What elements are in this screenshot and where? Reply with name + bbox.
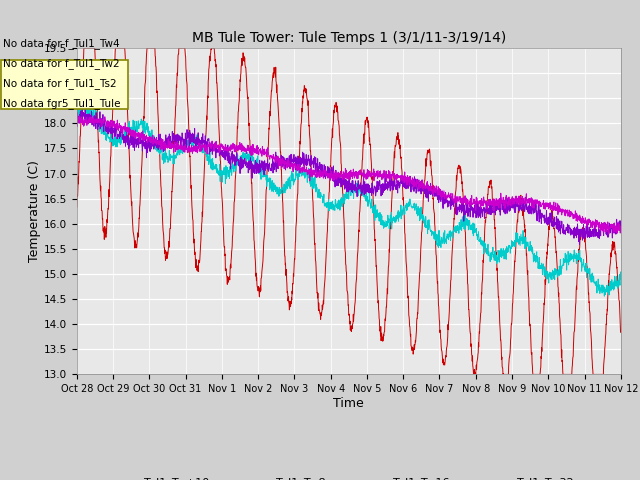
- Title: MB Tule Tower: Tule Temps 1 (3/1/11-3/19/14): MB Tule Tower: Tule Temps 1 (3/1/11-3/19…: [191, 32, 506, 46]
- Tul1_Ts-32cm: [602, 229, 609, 235]
- Text: No data for f_Tul1_Tw2: No data for f_Tul1_Tw2: [3, 58, 120, 69]
- Y-axis label: Temperature (C): Temperature (C): [28, 160, 41, 262]
- Line: Tul1_Ts-8cm: Tul1_Ts-8cm: [77, 102, 621, 296]
- Tul1_Ts-32cm: [617, 223, 625, 229]
- Line: Tul1_Ts-32cm: Tul1_Ts-32cm: [77, 116, 621, 234]
- Tul1_Ts-8cm: [602, 289, 609, 295]
- Tul1_Ts-16cm: [602, 227, 609, 232]
- Tul1_Ts-32cm: [502, 205, 509, 211]
- Line: Tul1_Ts-16cm: Tul1_Ts-16cm: [77, 109, 621, 244]
- Tul1_Tw+10cm: [323, 230, 331, 236]
- Line: Tul1_Tw+10cm: Tul1_Tw+10cm: [77, 48, 621, 374]
- Tul1_Ts-8cm: [602, 292, 609, 298]
- Tul1_Tw+10cm: [502, 372, 509, 377]
- Tul1_Ts-16cm: [323, 170, 331, 176]
- Tul1_Tw+10cm: [602, 333, 609, 339]
- Tul1_Tw+10cm: [73, 204, 81, 210]
- Tul1_Ts-32cm: [338, 174, 346, 180]
- Tul1_Ts-8cm: [502, 252, 509, 257]
- Tul1_Ts-16cm: [338, 183, 346, 189]
- Tul1_Ts-16cm: [73, 116, 81, 122]
- Legend: Tul1_Tw+10cm, Tul1_Ts-8cm, Tul1_Ts-16cm, Tul1_Ts-32cm: Tul1_Tw+10cm, Tul1_Ts-8cm, Tul1_Ts-16cm,…: [103, 473, 595, 480]
- Tul1_Ts-8cm: [600, 293, 608, 299]
- Tul1_Tw+10cm: [338, 170, 346, 176]
- Tul1_Ts-32cm: [76, 113, 83, 119]
- Tul1_Ts-32cm: [101, 114, 109, 120]
- Tul1_Ts-32cm: [605, 231, 612, 237]
- Tul1_Ts-32cm: [323, 171, 331, 177]
- Tul1_Ts-16cm: [602, 220, 609, 226]
- Tul1_Ts-8cm: [78, 99, 86, 105]
- Tul1_Ts-32cm: [601, 223, 609, 229]
- Tul1_Ts-16cm: [79, 106, 86, 112]
- Tul1_Tw+10cm: [602, 338, 609, 344]
- Tul1_Ts-16cm: [502, 206, 509, 212]
- Text: No data fgr5_Tul1_Tule: No data fgr5_Tul1_Tule: [3, 98, 121, 109]
- Text: No data for f_Tul1_Ts2: No data for f_Tul1_Ts2: [3, 78, 117, 89]
- Tul1_Tw+10cm: [80, 45, 88, 51]
- Tul1_Ts-8cm: [73, 116, 81, 121]
- Tul1_Tw+10cm: [617, 329, 625, 335]
- Tul1_Ts-16cm: [101, 117, 109, 122]
- Tul1_Ts-8cm: [338, 197, 346, 203]
- Tul1_Ts-8cm: [101, 129, 109, 135]
- Tul1_Ts-16cm: [617, 224, 625, 229]
- Tul1_Ts-32cm: [73, 117, 81, 123]
- Tul1_Tw+10cm: [101, 224, 109, 229]
- X-axis label: Time: Time: [333, 397, 364, 410]
- Text: No data for f_Tul1_Tw4: No data for f_Tul1_Tw4: [3, 37, 120, 48]
- Tul1_Ts-8cm: [617, 276, 625, 282]
- Tul1_Tw+10cm: [470, 372, 477, 377]
- Tul1_Ts-8cm: [323, 200, 331, 205]
- Tul1_Ts-16cm: [575, 241, 583, 247]
